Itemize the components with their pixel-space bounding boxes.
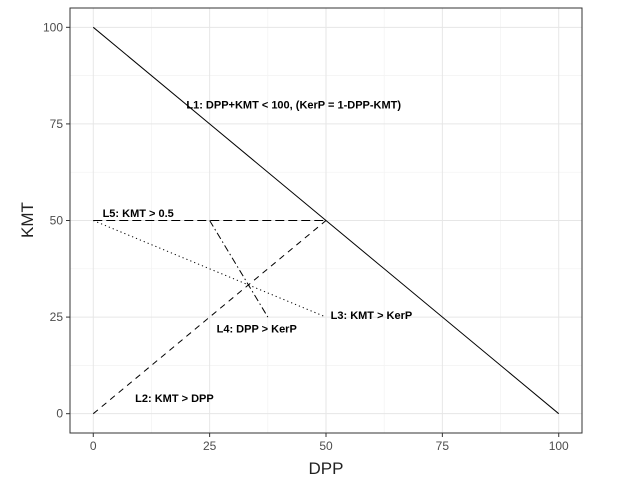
y-tick-label: 100 (43, 20, 63, 34)
y-tick-label: 75 (50, 117, 64, 131)
annotation-label-3: L3: KMT > KerP (331, 310, 413, 322)
x-tick-label: 25 (203, 439, 217, 453)
x-tick-label: 0 (90, 439, 97, 453)
annotations: L1: DPP+KMT < 100, (KerP = 1-DPP-KMT) L2:… (103, 100, 413, 406)
annotation-label-4: L4: DPP > KerP (217, 324, 297, 336)
annotation-label-1: L1: DPP+KMT < 100, (KerP = 1-DPP-KMT) (186, 100, 401, 112)
axis-ticks: 0 25 50 75 100 0 25 50 75 100 (43, 20, 569, 453)
x-tick-label: 100 (549, 439, 569, 453)
x-axis-title: DPP (309, 459, 344, 478)
series-line-4 (209, 220, 269, 318)
annotation-label-2: L2: KMT > DPP (135, 393, 214, 405)
y-tick-label: 50 (50, 214, 64, 228)
series-group (92, 26, 560, 415)
y-tick-label: 25 (50, 310, 64, 324)
y-axis-title: KMT (18, 202, 37, 238)
annotation-label-5: L5: KMT > 0.5 (103, 208, 174, 220)
x-tick-label: 75 (436, 439, 450, 453)
y-tick-label: 0 (56, 407, 63, 421)
x-tick-label: 50 (319, 439, 333, 453)
